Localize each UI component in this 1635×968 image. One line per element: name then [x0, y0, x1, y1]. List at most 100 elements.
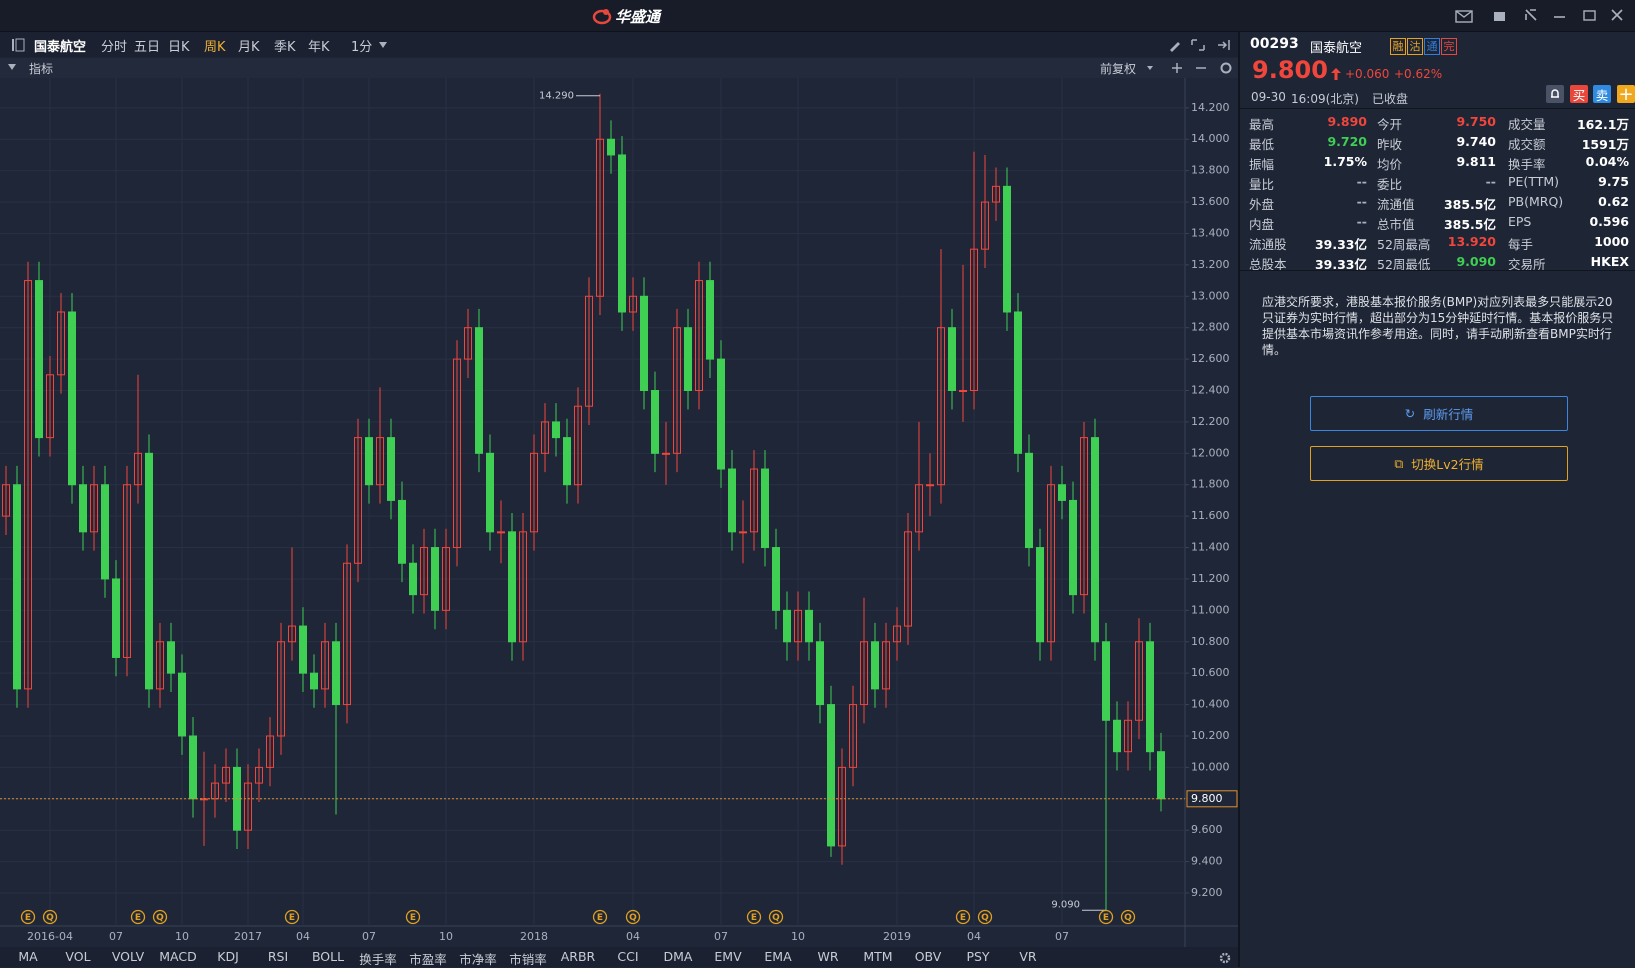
period-tab[interactable]: 1分: [351, 40, 373, 55]
indicator-tab[interactable]: EMA: [764, 949, 792, 964]
row-icons[interactable]: [1146, 61, 1236, 75]
indicator-tab[interactable]: RSI: [267, 949, 289, 964]
stat-label: 换手率: [1508, 157, 1546, 172]
indicator-tab[interactable]: VOLV: [111, 949, 145, 964]
candle-body: [376, 437, 384, 486]
x-tick-label: 2019: [883, 930, 911, 943]
stat-value: 1.75%: [1323, 154, 1367, 169]
adjust-select[interactable]: 前复权: [1100, 62, 1137, 76]
y-tick-label: 10.200: [1191, 729, 1230, 742]
indicator-tab[interactable]: VOL: [65, 949, 91, 964]
candle-body: [332, 641, 340, 706]
candle-body: [365, 437, 373, 486]
stat-value: 0.596: [1589, 214, 1629, 229]
event-label: Q: [981, 913, 989, 923]
period-tab[interactable]: 分时: [101, 40, 128, 55]
x-tick-label: 10: [791, 930, 805, 943]
window-controls[interactable]: [1450, 6, 1630, 26]
indicator-tab[interactable]: VR: [1019, 949, 1037, 964]
y-tick-label: 13.000: [1191, 289, 1230, 302]
candle-body: [706, 280, 714, 360]
candle-body: [420, 547, 428, 596]
candle-body: [299, 625, 307, 674]
stat-label: 总股本: [1249, 257, 1287, 272]
candle-body: [145, 452, 153, 690]
sell-button[interactable]: 卖: [1593, 85, 1611, 103]
switch-button[interactable]: ⧉ 切换Lv2行情: [1310, 446, 1568, 481]
tool-icons[interactable]: [1166, 37, 1236, 53]
alert-icon[interactable]: [1546, 85, 1564, 103]
min-label: 9.090: [1051, 899, 1080, 910]
candle-body: [178, 672, 186, 737]
indicator-tab[interactable]: WR: [817, 949, 839, 964]
indicator-tab[interactable]: 市销率: [509, 952, 547, 967]
candle-body: [1058, 484, 1066, 501]
y-tick-label: 9.200: [1191, 886, 1223, 899]
period-tab[interactable]: 季K: [274, 40, 296, 55]
event-marker: [1120, 909, 1136, 925]
indicator-tab[interactable]: 市盈率: [409, 952, 447, 967]
candle-body: [1080, 437, 1088, 596]
stat-label: 最低: [1249, 137, 1275, 152]
period-tab[interactable]: 五日: [134, 40, 161, 55]
add-button[interactable]: +: [1617, 83, 1635, 105]
stat-label: PB(MRQ): [1508, 194, 1564, 209]
candle-body: [618, 154, 626, 313]
dropdown-icon[interactable]: [8, 64, 18, 72]
period-tab[interactable]: 日K: [168, 40, 190, 55]
indicator-tab[interactable]: DMA: [663, 949, 693, 964]
collapse-icon[interactable]: [10, 37, 26, 53]
indicator-tab[interactable]: KDJ: [217, 949, 239, 964]
period-tab[interactable]: 周K: [204, 40, 226, 55]
y-tick-label: 12.200: [1191, 415, 1230, 428]
stat-label: 外盘: [1249, 197, 1275, 212]
y-tick-label: 12.400: [1191, 384, 1230, 397]
indicator-tab[interactable]: EMV: [714, 949, 742, 964]
indicator-tab[interactable]: PSY: [966, 949, 990, 964]
indicator-tab[interactable]: CCI: [617, 949, 639, 964]
indicator-tab[interactable]: MTM: [863, 949, 893, 964]
buy-button[interactable]: 买: [1570, 85, 1588, 103]
candle-body: [442, 547, 450, 611]
event-label: Q: [156, 913, 164, 923]
candle-body: [574, 405, 582, 486]
stat-value: 1000: [1594, 234, 1629, 249]
candle-body: [970, 248, 978, 392]
y-tick-label: 11.200: [1191, 572, 1230, 585]
last-price-box: [1186, 790, 1238, 808]
period-tab[interactable]: 年K: [308, 40, 330, 55]
event-marker: [284, 909, 300, 925]
period-tab[interactable]: 月K: [238, 40, 260, 55]
candle-body: [46, 374, 54, 439]
stat-label: 委比: [1377, 177, 1403, 192]
candle-body: [750, 468, 758, 533]
logo-icon: [592, 9, 612, 25]
candle-body: [651, 390, 659, 454]
candle-body: [343, 562, 351, 706]
event-label: E: [135, 913, 141, 923]
settings-icon[interactable]: [1218, 951, 1232, 965]
indicator-tab[interactable]: 市净率: [459, 952, 497, 967]
period-dropdown[interactable]: [379, 42, 389, 50]
title-bar: 华盛通: [0, 0, 1635, 32]
refresh-button[interactable]: ↻ 刷新行情: [1310, 396, 1568, 431]
indicator-tab[interactable]: 换手率: [359, 952, 397, 967]
stat-label: 内盘: [1249, 217, 1275, 232]
indicator-tab[interactable]: MACD: [159, 949, 197, 964]
y-tick-label: 12.800: [1191, 321, 1230, 334]
candle-body: [222, 766, 230, 784]
indicator-tab[interactable]: ARBR: [560, 949, 596, 964]
candle-body: [1047, 484, 1055, 643]
stat-label: 交易所: [1508, 257, 1546, 272]
x-tick-label: 10: [175, 930, 189, 943]
candle-body: [1003, 185, 1011, 313]
candle-body: [211, 782, 219, 800]
indicator-tab[interactable]: OBV: [914, 949, 942, 964]
candle-body: [519, 531, 527, 643]
candle-body: [321, 641, 329, 690]
event-label: E: [1103, 913, 1109, 923]
indicator-tab[interactable]: MA: [18, 949, 38, 964]
indicator-tab[interactable]: BOLL: [311, 949, 345, 964]
candle-body: [904, 531, 912, 627]
y-tick-label: 10.600: [1191, 666, 1230, 679]
